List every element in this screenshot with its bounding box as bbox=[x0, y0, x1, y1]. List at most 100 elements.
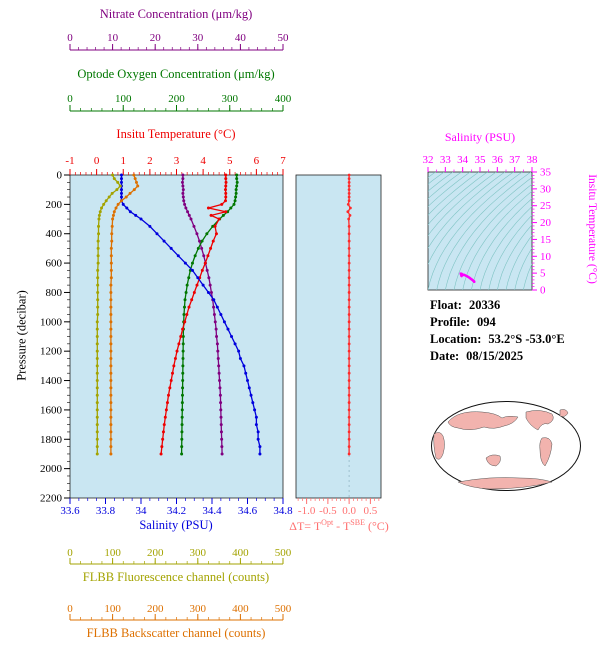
marker-nitrate bbox=[218, 393, 222, 397]
marker-fluorescence bbox=[96, 298, 100, 302]
marker-delta-t bbox=[347, 217, 351, 221]
marker-nitrate bbox=[202, 254, 206, 258]
marker-nitrate bbox=[217, 364, 221, 368]
nitrate-axis-title: Nitrate Concentration (μm/kg) bbox=[99, 7, 253, 21]
marker-salinity bbox=[119, 191, 123, 195]
marker-temperature bbox=[224, 184, 228, 188]
tick-label: 0 bbox=[57, 170, 63, 182]
marker-nitrate bbox=[183, 202, 187, 206]
marker-backscatter bbox=[109, 401, 113, 405]
marker-fluorescence bbox=[95, 371, 99, 375]
marker-salinity bbox=[134, 213, 138, 217]
tick-label: 0 bbox=[67, 603, 73, 615]
marker-oxygen bbox=[181, 335, 185, 338]
backscatter-axis-title: FLBB Backscatter channel (counts) bbox=[86, 626, 266, 640]
marker-oxygen bbox=[181, 364, 185, 368]
ts-temperature-axis-title: Insitu Temperature (°C) bbox=[586, 174, 598, 284]
continent-south-america bbox=[539, 437, 553, 467]
marker-nitrate bbox=[184, 206, 188, 210]
temperature-axis-title: Insitu Temperature (°C) bbox=[116, 127, 236, 141]
marker-delta-t bbox=[347, 335, 351, 338]
marker-temperature bbox=[192, 290, 196, 294]
marker-backscatter bbox=[109, 246, 113, 250]
tick-label: 34 bbox=[136, 505, 148, 517]
marker-backscatter bbox=[109, 364, 113, 368]
marker-oxygen bbox=[187, 276, 191, 280]
marker-temperature bbox=[168, 386, 172, 390]
tick-label: 0.0 bbox=[342, 505, 356, 517]
marker-oxygen bbox=[180, 408, 184, 412]
tick-label: -0.5 bbox=[319, 505, 337, 517]
marker-backscatter bbox=[109, 305, 113, 309]
marker-nitrate bbox=[181, 191, 185, 195]
marker-temperature bbox=[209, 213, 213, 217]
tick-label: 30 bbox=[192, 32, 204, 44]
marker-delta-t bbox=[347, 177, 351, 181]
marker-salinity bbox=[247, 386, 251, 390]
marker-backscatter bbox=[110, 224, 114, 228]
tick-label: 100 bbox=[104, 603, 121, 615]
marker-nitrate bbox=[189, 217, 193, 221]
marker-backscatter bbox=[109, 312, 113, 316]
marker-temperature bbox=[213, 224, 217, 228]
tick-label: 0 bbox=[67, 93, 73, 105]
tick-label: 0.5 bbox=[364, 505, 378, 517]
marker-fluorescence bbox=[96, 276, 100, 280]
marker-temperature bbox=[165, 401, 169, 405]
marker-fluorescence bbox=[110, 191, 114, 195]
delta-plot-bg bbox=[295, 174, 382, 499]
marker-delta-t bbox=[347, 371, 351, 375]
marker-oxygen bbox=[200, 239, 204, 243]
marker-salinity bbox=[249, 393, 253, 397]
marker-salinity bbox=[176, 254, 180, 258]
marker-backscatter bbox=[109, 415, 113, 419]
marker-fluorescence bbox=[97, 232, 101, 236]
tick-label: 37 bbox=[509, 154, 521, 166]
date-label: Date: bbox=[430, 349, 460, 363]
marker-backscatter bbox=[109, 283, 113, 287]
tick-label: 36 bbox=[492, 154, 504, 166]
marker-temperature bbox=[187, 305, 191, 309]
marker-oxygen bbox=[180, 401, 184, 405]
marker-salinity bbox=[183, 261, 187, 265]
marker-delta-t bbox=[347, 184, 351, 188]
marker-fluorescence bbox=[112, 177, 116, 181]
marker-delta-t bbox=[347, 173, 351, 177]
marker-salinity bbox=[253, 408, 257, 412]
delta-label-part: - T bbox=[333, 519, 351, 533]
tick-label: 2 bbox=[147, 155, 153, 167]
marker-nitrate bbox=[219, 401, 223, 405]
marker-salinity bbox=[196, 276, 200, 280]
marker-fluorescence bbox=[116, 180, 120, 184]
tick-label: 5 bbox=[227, 155, 233, 167]
marker-delta-t bbox=[347, 342, 351, 346]
marker-nitrate bbox=[218, 386, 222, 390]
tick-label: 32 bbox=[423, 154, 434, 166]
marker-oxygen bbox=[180, 452, 184, 456]
tick-label: 800 bbox=[46, 287, 63, 299]
marker-nitrate bbox=[187, 213, 191, 217]
marker-delta-t bbox=[347, 437, 351, 441]
marker-temperature bbox=[167, 393, 171, 397]
tick-label: 40 bbox=[235, 32, 247, 44]
marker-salinity bbox=[148, 224, 152, 228]
profile-label: Profile: bbox=[430, 315, 471, 329]
tick-label: 1800 bbox=[40, 434, 63, 446]
marker-delta-t bbox=[347, 254, 351, 258]
marker-backscatter bbox=[124, 195, 128, 199]
marker-temperature bbox=[224, 177, 228, 181]
tick-label: 25 bbox=[540, 200, 552, 212]
marker-backscatter bbox=[132, 188, 136, 192]
marker-nitrate bbox=[182, 199, 186, 203]
marker-temperature bbox=[181, 327, 185, 331]
marker-delta-t bbox=[347, 445, 351, 449]
marker-nitrate bbox=[181, 177, 185, 181]
date-value: 08/15/2025 bbox=[466, 349, 524, 363]
marker-fluorescence bbox=[104, 199, 108, 203]
marker-backscatter bbox=[109, 327, 113, 331]
marker-delta-t bbox=[347, 386, 351, 390]
marker-nitrate bbox=[215, 335, 219, 338]
marker-salinity bbox=[119, 195, 123, 199]
marker-backscatter bbox=[136, 184, 140, 188]
